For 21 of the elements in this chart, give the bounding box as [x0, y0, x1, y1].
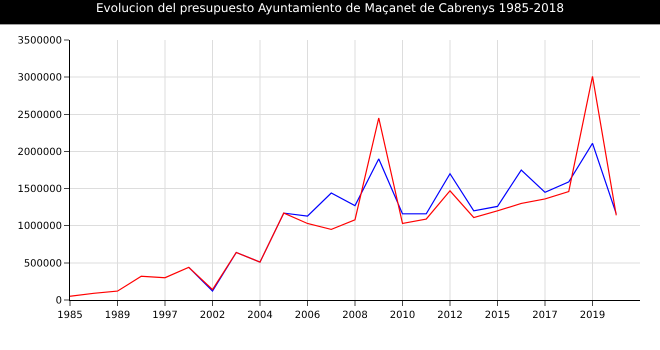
y-tick-label: 1500000 — [17, 184, 62, 196]
x-tick-label: 2010 — [390, 310, 416, 321]
y-tick-label: 1000000 — [17, 221, 62, 232]
x-tick-label: 2017 — [532, 310, 558, 321]
y-tick-label: 0 — [56, 296, 62, 306]
x-tick-label: 1997 — [152, 310, 178, 321]
chart-title: Evolucion del presupuesto Ayuntamiento de Maçanet de Cabrenys 1985-2018 — [96, 0, 564, 15]
x-tick-label: 2008 — [342, 310, 368, 321]
x-tick-label: 2012 — [437, 310, 463, 321]
y-tick-label: 3000000 — [17, 72, 62, 84]
y-tick-label: 2000000 — [17, 146, 62, 158]
y-tick-label: 3500000 — [17, 36, 62, 46]
x-tick-label: 2002 — [200, 310, 226, 321]
x-tick-label: 1989 — [104, 310, 130, 321]
x-tick-label: 2019 — [580, 310, 606, 321]
x-tick-label: 2004 — [247, 310, 273, 321]
x-tick-label: 2006 — [294, 310, 320, 321]
x-tick-label: 2015 — [484, 310, 510, 321]
y-tick-label: 500000 — [24, 258, 62, 270]
y-tick-label: 2500000 — [17, 110, 62, 121]
x-tick-label: 1985 — [57, 310, 83, 321]
